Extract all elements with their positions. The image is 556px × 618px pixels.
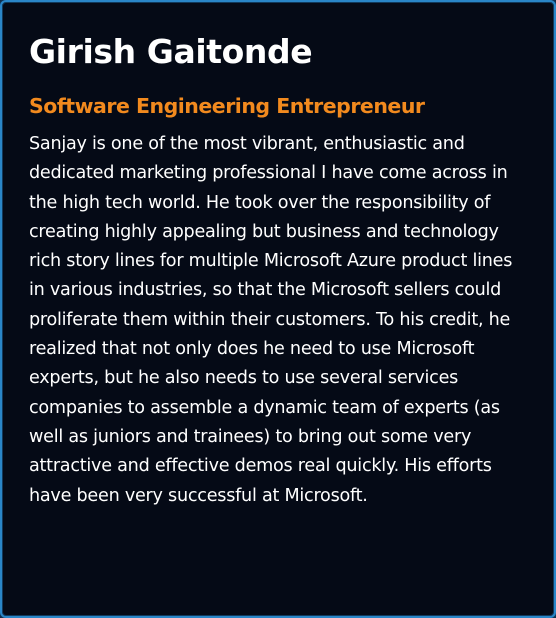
testimonial-text: Sanjay is one of the most vibrant, enthu… bbox=[29, 134, 513, 506]
author-role: Software Engineering Entrepreneur bbox=[29, 94, 425, 118]
author-name: Girish Gaitonde bbox=[29, 32, 313, 71]
